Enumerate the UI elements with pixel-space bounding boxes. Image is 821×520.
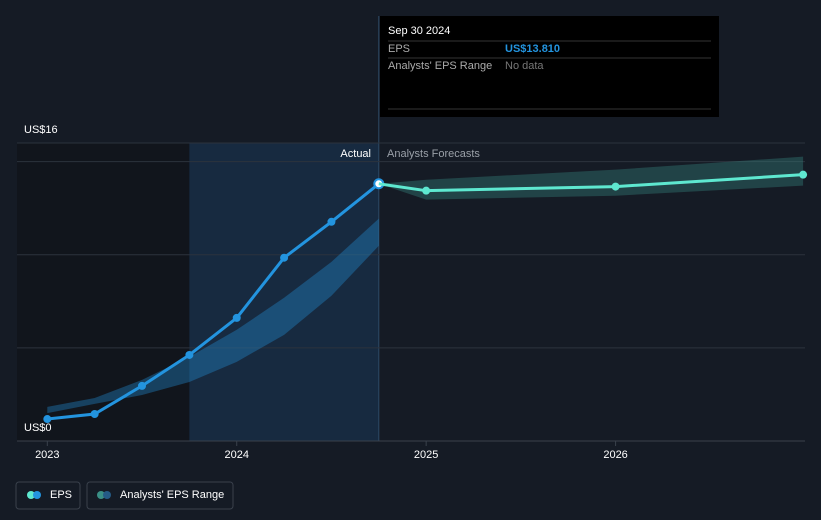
legend-item[interactable] [86,481,234,510]
point [185,350,194,359]
point [327,217,336,226]
annotation-actual: Actual [340,148,371,160]
point [90,409,99,418]
past-region [17,143,190,441]
point [422,186,431,195]
line-connector [378,182,427,193]
tooltip-eps-label: EPS [388,43,410,55]
point [799,170,808,179]
tooltip-eps-value: US$13.810 [505,43,560,55]
annotation-forecast: Analysts Forecasts [387,148,480,160]
x-tick-label: 2023 [35,449,59,461]
tooltip-range-value: No data [505,60,544,72]
tooltip-date: Sep 30 2024 [388,25,450,37]
legend-label: EPS [50,489,72,501]
point [611,182,620,191]
actual-region [189,143,379,441]
y-tick-label: US$16 [24,124,58,136]
tooltip-box [380,16,719,117]
legend-label: Analysts' EPS Range [120,489,224,501]
legend-swatch [33,491,41,499]
tooltip-range-label: Analysts' EPS Range [388,60,492,72]
point [43,415,52,424]
point [232,313,241,322]
x-tick-label: 2024 [224,449,248,461]
legend-item[interactable] [15,481,81,510]
y-tick-label: US$0 [24,422,52,434]
legend-swatch [27,491,35,499]
x-tick-label: 2026 [603,449,627,461]
legend-swatch [103,491,111,499]
line [47,182,380,421]
legend-swatch [97,491,105,499]
point [280,253,289,262]
point [138,381,147,390]
x-tick-label: 2025 [414,449,438,461]
